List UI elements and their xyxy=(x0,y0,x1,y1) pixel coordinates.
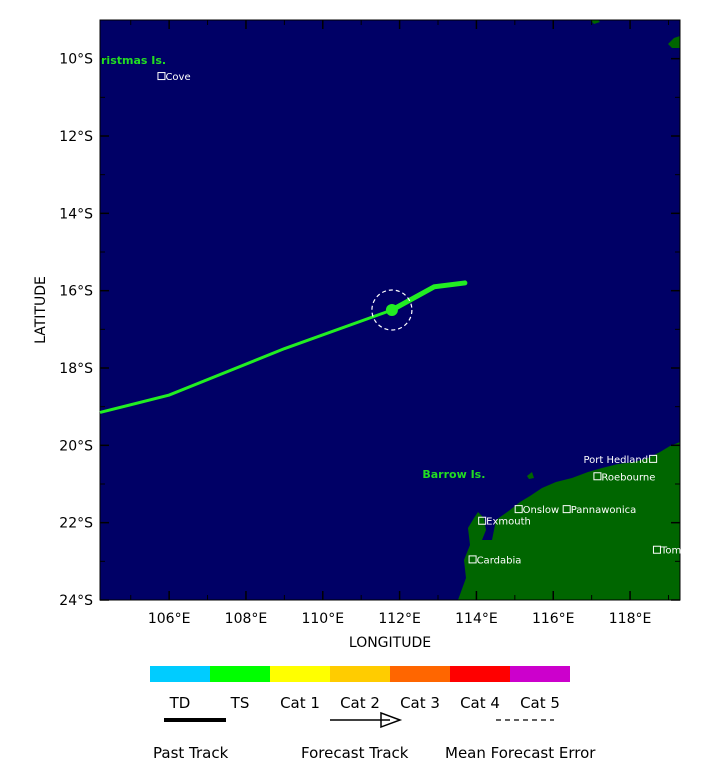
forecast-error-circle xyxy=(371,289,413,331)
place-marker xyxy=(157,72,166,81)
lat-tick-label: 16°S xyxy=(59,284,93,300)
lat-tick-label: 20°S xyxy=(59,438,93,454)
legend-category-label: Cat 2 xyxy=(340,694,380,712)
legend-swatch xyxy=(390,666,450,682)
lon-tick-label: 106°E xyxy=(148,611,191,627)
mean-error-label: Mean Forecast Error xyxy=(445,744,596,762)
christmas-island-label: ristmas Is. xyxy=(101,54,166,67)
place-marker xyxy=(652,545,661,554)
place-marker xyxy=(649,454,658,463)
island-top-right xyxy=(668,36,680,48)
past-track-line xyxy=(99,308,393,414)
plot-frame xyxy=(99,19,681,601)
island-top xyxy=(590,20,600,24)
lon-tick-label: 112°E xyxy=(378,611,421,627)
place-label-tom-price: Tom Price xyxy=(660,546,709,557)
forecast-arrow-icon xyxy=(380,711,403,729)
lat-tick-label: 10°S xyxy=(59,52,93,68)
place-label-roebourne: Roebourne xyxy=(601,472,655,483)
barrow-island xyxy=(527,472,534,479)
lon-tick-label: 114°E xyxy=(455,611,498,627)
lat-tick-label: 18°S xyxy=(59,361,93,377)
lon-tick-label: 108°E xyxy=(225,611,268,627)
place-marker xyxy=(468,555,477,564)
lat-tick-label: 24°S xyxy=(59,593,93,609)
x-axis-title: LONGITUDE xyxy=(349,635,431,651)
y-axis-title: LATITUDE xyxy=(33,276,49,344)
legend-swatch xyxy=(330,666,390,682)
legend-category-label: TS xyxy=(230,694,250,712)
legend-category-label: TD xyxy=(169,694,191,712)
place-label-cardabia: Cardabia xyxy=(477,555,522,566)
forecast-track-label: Forecast Track xyxy=(301,744,409,762)
place-marker xyxy=(562,505,571,514)
barrow-island-label: Barrow Is. xyxy=(422,468,485,481)
place-label-cove: Cove xyxy=(165,72,190,83)
current-position-marker xyxy=(385,304,398,316)
lon-tick-label: 118°E xyxy=(609,611,652,627)
legend-swatch xyxy=(150,666,210,682)
lat-tick-label: 14°S xyxy=(59,206,93,222)
legend-swatch xyxy=(450,666,510,682)
place-label-pannawonica: Pannawonica xyxy=(571,505,637,516)
place-marker xyxy=(593,472,602,481)
lon-tick-label: 110°E xyxy=(301,611,344,627)
place-label-onslow: Onslow xyxy=(523,505,560,516)
australia-land xyxy=(458,442,680,600)
forecast-track-line xyxy=(389,280,468,313)
legend-category-label: Cat 1 xyxy=(280,694,320,712)
legend-track-symbols xyxy=(164,711,554,729)
place-label-port-hedland: Port Hedland xyxy=(583,455,648,466)
legend-swatch xyxy=(210,666,270,682)
legend-swatch xyxy=(510,666,570,682)
legend-swatch xyxy=(270,666,330,682)
lon-tick-label: 116°E xyxy=(532,611,575,627)
place-marker xyxy=(514,505,523,514)
legend-category-label: Cat 4 xyxy=(460,694,500,712)
legend-category-label: Cat 5 xyxy=(520,694,560,712)
place-marker xyxy=(478,516,487,525)
lat-tick-label: 12°S xyxy=(59,129,93,145)
legend-category-label: Cat 3 xyxy=(400,694,440,712)
place-label-exmouth: Exmouth xyxy=(486,517,531,528)
past-track-label: Past Track xyxy=(153,744,229,762)
lat-tick-label: 22°S xyxy=(59,516,93,532)
